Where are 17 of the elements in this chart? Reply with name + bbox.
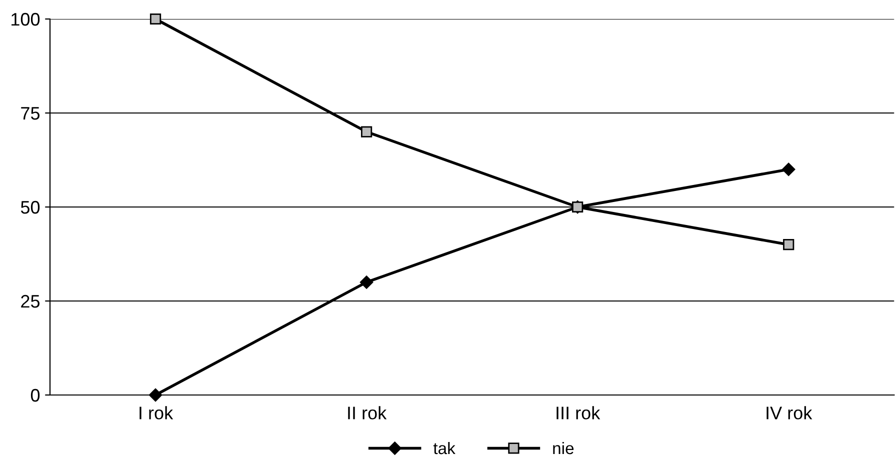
y-tick-label: 50 [20,200,40,214]
y-tick-label: 0 [30,388,40,402]
point [782,162,796,176]
point [148,388,162,402]
point [150,13,162,25]
x-tick-label: IV rok [766,406,812,420]
point [360,126,372,138]
legend-label: tak [433,442,456,454]
legend-label: nie [553,442,574,454]
y-tick-label: 75 [21,107,40,120]
x-tick-label: II rok [348,406,387,420]
y-tick-label: 100 [12,12,40,26]
x-tick-label: III rok [556,406,600,420]
point [783,239,794,250]
x-tick-label: I rok [140,406,174,420]
point [360,276,374,289]
y-tick-label: 25 [21,294,40,308]
